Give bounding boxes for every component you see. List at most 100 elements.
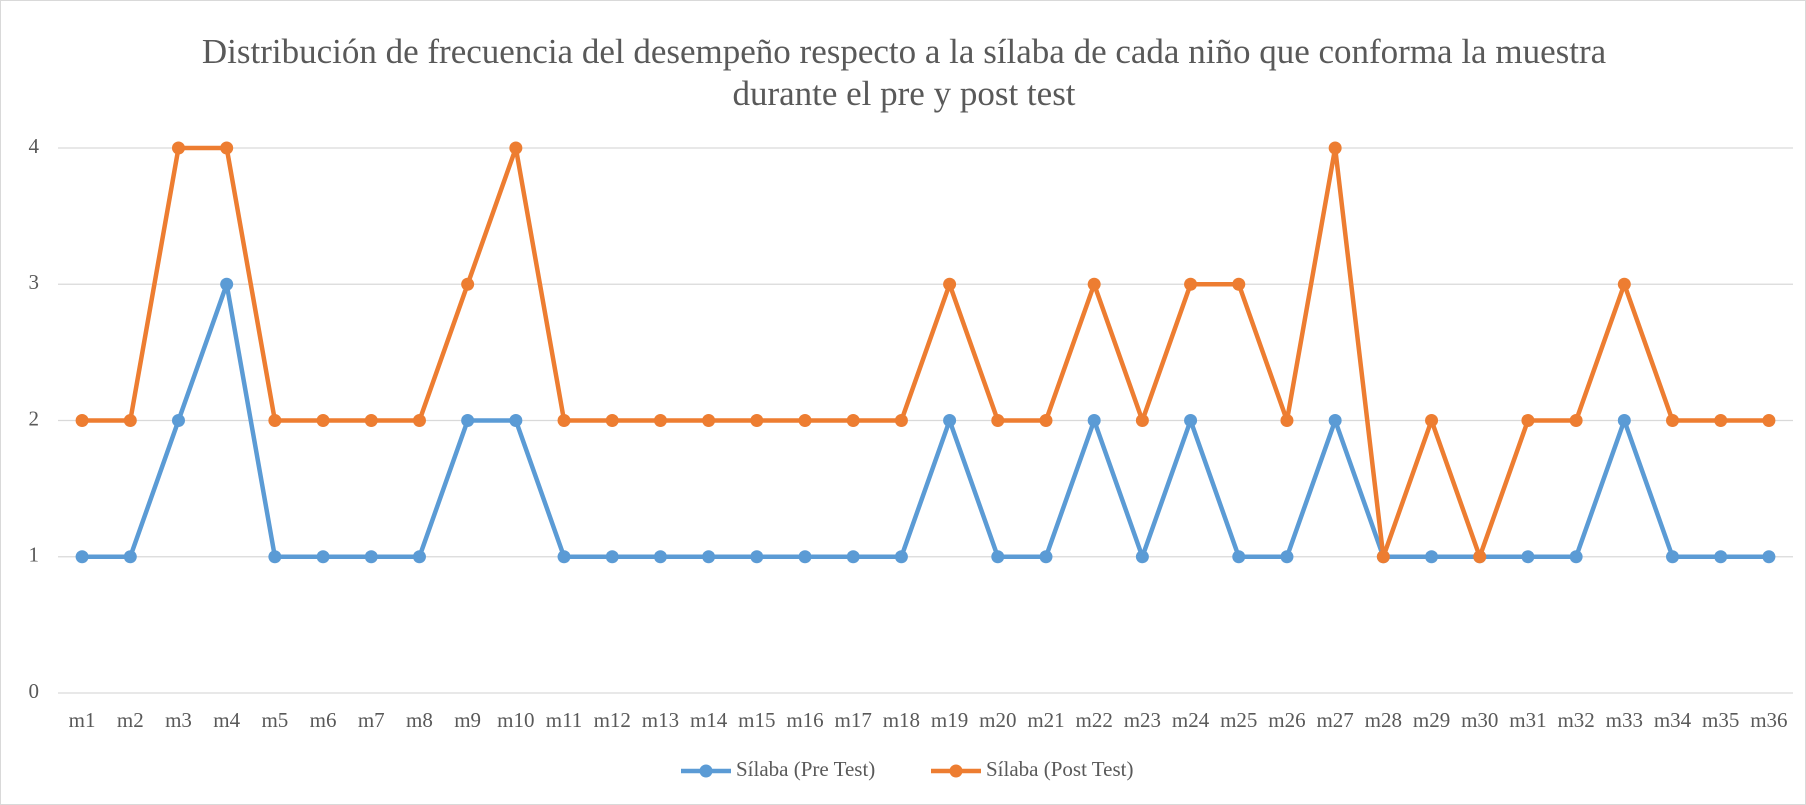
data-point	[1714, 550, 1728, 564]
x-tick-label: m4	[213, 708, 240, 732]
x-tick-label: m36	[1750, 708, 1787, 732]
chart-title: Distribución de frecuencia del desempeño…	[201, 32, 1607, 113]
data-point	[509, 414, 523, 427]
data-point	[1039, 414, 1053, 427]
data-point	[1135, 414, 1149, 427]
data-point	[557, 550, 571, 564]
data-point	[364, 550, 378, 564]
data-point	[798, 414, 812, 427]
x-tick-label: m6	[310, 708, 337, 732]
x-tick-label: m11	[546, 708, 583, 732]
data-point	[75, 550, 89, 564]
data-point	[1184, 277, 1198, 291]
x-tick-label: m17	[835, 708, 872, 732]
data-point	[316, 414, 330, 427]
data-point	[268, 550, 282, 564]
data-point	[268, 414, 282, 427]
x-tick-label: m24	[1172, 708, 1210, 732]
data-point	[1232, 550, 1246, 564]
x-tick-label: m31	[1509, 708, 1546, 732]
x-tick-label: m1	[69, 708, 96, 732]
x-tick-label: m23	[1124, 708, 1161, 732]
data-point	[1569, 550, 1583, 564]
data-point	[1135, 550, 1149, 564]
data-point	[846, 550, 860, 564]
x-tick-label: m35	[1702, 708, 1739, 732]
y-tick-label: 0	[29, 679, 40, 703]
legend-marker	[699, 764, 713, 778]
data-point	[798, 550, 812, 564]
data-point	[1280, 550, 1294, 564]
x-tick-label: m9	[454, 708, 481, 732]
x-tick-label: m32	[1557, 708, 1594, 732]
data-point	[1762, 550, 1776, 564]
data-point	[509, 141, 523, 155]
data-point	[1762, 414, 1776, 427]
data-point	[171, 141, 185, 155]
data-point	[171, 414, 185, 427]
x-tick-label: m2	[117, 708, 144, 732]
data-point	[943, 414, 957, 427]
data-point	[894, 550, 908, 564]
data-point	[702, 550, 716, 564]
data-point	[894, 414, 908, 427]
x-tick-label: m5	[261, 708, 288, 732]
x-tick-label: m7	[358, 708, 385, 732]
data-point	[1569, 414, 1583, 427]
data-point	[557, 414, 571, 427]
data-point	[653, 414, 667, 427]
data-point	[364, 414, 378, 427]
x-tick-label: m22	[1076, 708, 1113, 732]
data-point	[1521, 550, 1535, 564]
y-tick-label: 4	[29, 134, 40, 158]
data-point	[1666, 414, 1680, 427]
x-tick-label: m14	[690, 708, 728, 732]
data-point	[1232, 277, 1246, 291]
legend-marker	[949, 764, 963, 778]
data-point	[1039, 550, 1053, 564]
data-point	[1617, 277, 1631, 291]
data-point	[1425, 550, 1439, 564]
data-point	[1328, 414, 1342, 427]
data-point	[123, 550, 137, 564]
data-point	[750, 414, 764, 427]
data-point	[1473, 550, 1487, 564]
x-tick-label: m20	[979, 708, 1016, 732]
data-point	[653, 550, 667, 564]
data-point	[220, 277, 234, 291]
data-point	[1666, 550, 1680, 564]
data-point	[943, 277, 957, 291]
legend-label: Sílaba (Pre Test)	[736, 757, 875, 781]
data-point	[220, 141, 234, 155]
data-point	[702, 414, 716, 427]
data-point	[1280, 414, 1294, 427]
data-point	[316, 550, 330, 564]
x-tick-label: m10	[497, 708, 534, 732]
x-tick-label: m30	[1461, 708, 1498, 732]
x-tick-label: m16	[786, 708, 823, 732]
data-point	[1087, 277, 1101, 291]
data-point	[846, 414, 860, 427]
data-point	[412, 414, 426, 427]
x-tick-label: m21	[1027, 708, 1064, 732]
data-point	[461, 414, 475, 427]
data-point	[605, 550, 619, 564]
x-tick-label: m25	[1220, 708, 1257, 732]
x-tick-label: m34	[1654, 708, 1692, 732]
data-point	[991, 550, 1005, 564]
x-tick-label: m3	[165, 708, 192, 732]
x-tick-label: m12	[594, 708, 631, 732]
series-line	[82, 282, 1769, 559]
x-tick-label: m18	[883, 708, 920, 732]
data-point	[991, 414, 1005, 427]
x-tick-label: m13	[642, 708, 679, 732]
data-point	[461, 277, 475, 291]
x-tick-label: m28	[1365, 708, 1402, 732]
data-point	[1425, 414, 1439, 427]
series-line	[82, 145, 1769, 559]
x-tick-label: m27	[1316, 708, 1353, 732]
data-point	[123, 414, 137, 427]
data-point	[75, 414, 89, 427]
